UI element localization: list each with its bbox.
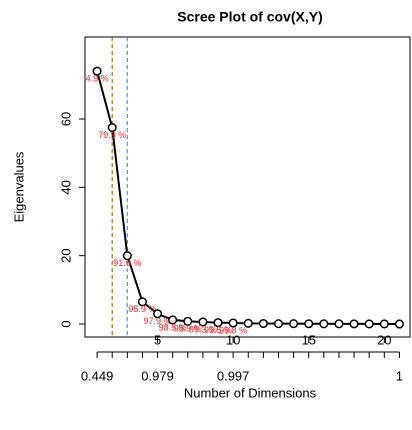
value-label: 95.9 % bbox=[128, 304, 156, 314]
data-point bbox=[304, 319, 314, 329]
value-label: 91.6 % bbox=[113, 258, 141, 268]
x2-tick-label: 0.979 bbox=[141, 368, 174, 383]
data-point bbox=[198, 317, 208, 327]
data-point bbox=[168, 315, 178, 325]
value-label: 99.3 % bbox=[189, 324, 217, 334]
value-label: 99.8 % bbox=[219, 325, 247, 335]
x-tick-label: 20 bbox=[377, 332, 391, 347]
data-point bbox=[122, 251, 132, 261]
y-tick-label: 60 bbox=[58, 112, 73, 126]
chart-title: Scree Plot of cov(X,Y) bbox=[177, 9, 322, 25]
plot-box bbox=[84, 36, 411, 338]
x-tick-label: 10 bbox=[226, 332, 240, 347]
x2-tick-label: 1 bbox=[396, 368, 403, 383]
data-point bbox=[153, 309, 163, 319]
x-tick-label: 15 bbox=[301, 332, 315, 347]
data-point bbox=[137, 297, 147, 307]
data-point bbox=[183, 316, 193, 326]
x-tick-label: 5 bbox=[154, 332, 161, 347]
data-point bbox=[364, 319, 374, 329]
data-point bbox=[379, 319, 389, 329]
x-axis-label: Number of Dimensions bbox=[184, 385, 317, 400]
y-tick-label: 0 bbox=[58, 320, 73, 327]
y-tick-label: 40 bbox=[58, 180, 73, 194]
x2-tick-label: 0.997 bbox=[217, 368, 250, 383]
value-label: 79.9 % bbox=[98, 130, 126, 140]
value-label: 4.9 % bbox=[86, 74, 109, 84]
value-label: 97.9 % bbox=[144, 316, 172, 326]
plot-area: 4.9 % 79.9 % 91.6 % 95.9 % 97.9 %98.5 %98.9 … bbox=[86, 37, 404, 337]
y-axis-label: Eigenvalues bbox=[11, 151, 26, 222]
data-point bbox=[107, 122, 117, 133]
value-label: 98.5 % bbox=[159, 322, 187, 332]
data-point bbox=[349, 319, 359, 329]
data-point bbox=[213, 318, 223, 328]
data-point bbox=[243, 318, 253, 328]
y-tick-label: 20 bbox=[58, 248, 73, 262]
series-line bbox=[96, 70, 400, 325]
data-point bbox=[258, 318, 268, 329]
data-point bbox=[394, 319, 404, 329]
x2-tick-label: 0.449 bbox=[81, 368, 114, 383]
data-point bbox=[319, 319, 329, 329]
data-point bbox=[334, 319, 344, 329]
value-label: 99.5 % bbox=[204, 325, 232, 335]
data-point bbox=[228, 318, 238, 328]
value-label: 98.9 % bbox=[174, 324, 202, 334]
data-point bbox=[273, 319, 284, 329]
data-point bbox=[289, 319, 299, 329]
data-point bbox=[92, 66, 102, 76]
